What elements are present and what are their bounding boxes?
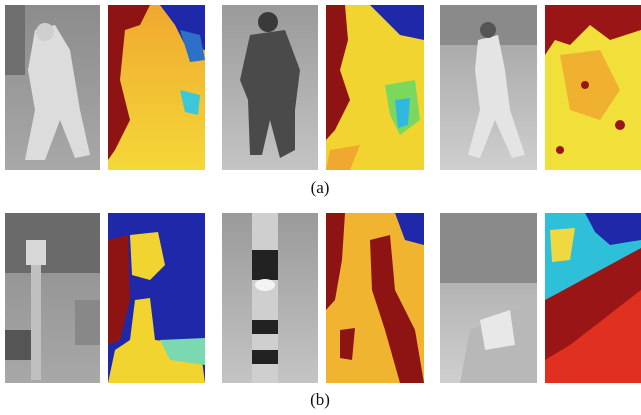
photo [222,213,318,383]
depth-map [545,5,641,170]
depth-map [108,5,205,170]
photo [5,213,100,383]
shape [440,213,537,283]
shape [252,350,278,364]
depth-map [326,213,424,383]
shape [480,22,496,38]
shape [5,330,31,360]
shape [556,146,564,154]
shape [5,5,25,75]
panel-label: (b) [310,390,330,409]
photo [440,5,537,170]
shape [255,279,275,291]
photo [440,213,537,383]
shape [5,213,100,273]
shape [26,240,46,265]
depth-map [108,213,205,383]
shape [36,23,54,41]
shape [258,12,278,32]
page: (a) [0,0,641,415]
shape [615,120,625,130]
shape [252,250,278,280]
shape [581,81,589,89]
photo [5,5,100,170]
figure: (a) [0,0,641,415]
photo [222,5,318,170]
depth-map [326,5,424,170]
depth-map [545,213,641,383]
shape [252,320,278,334]
shape [75,300,100,345]
panel-label: (a) [311,178,330,197]
shape [31,265,41,380]
